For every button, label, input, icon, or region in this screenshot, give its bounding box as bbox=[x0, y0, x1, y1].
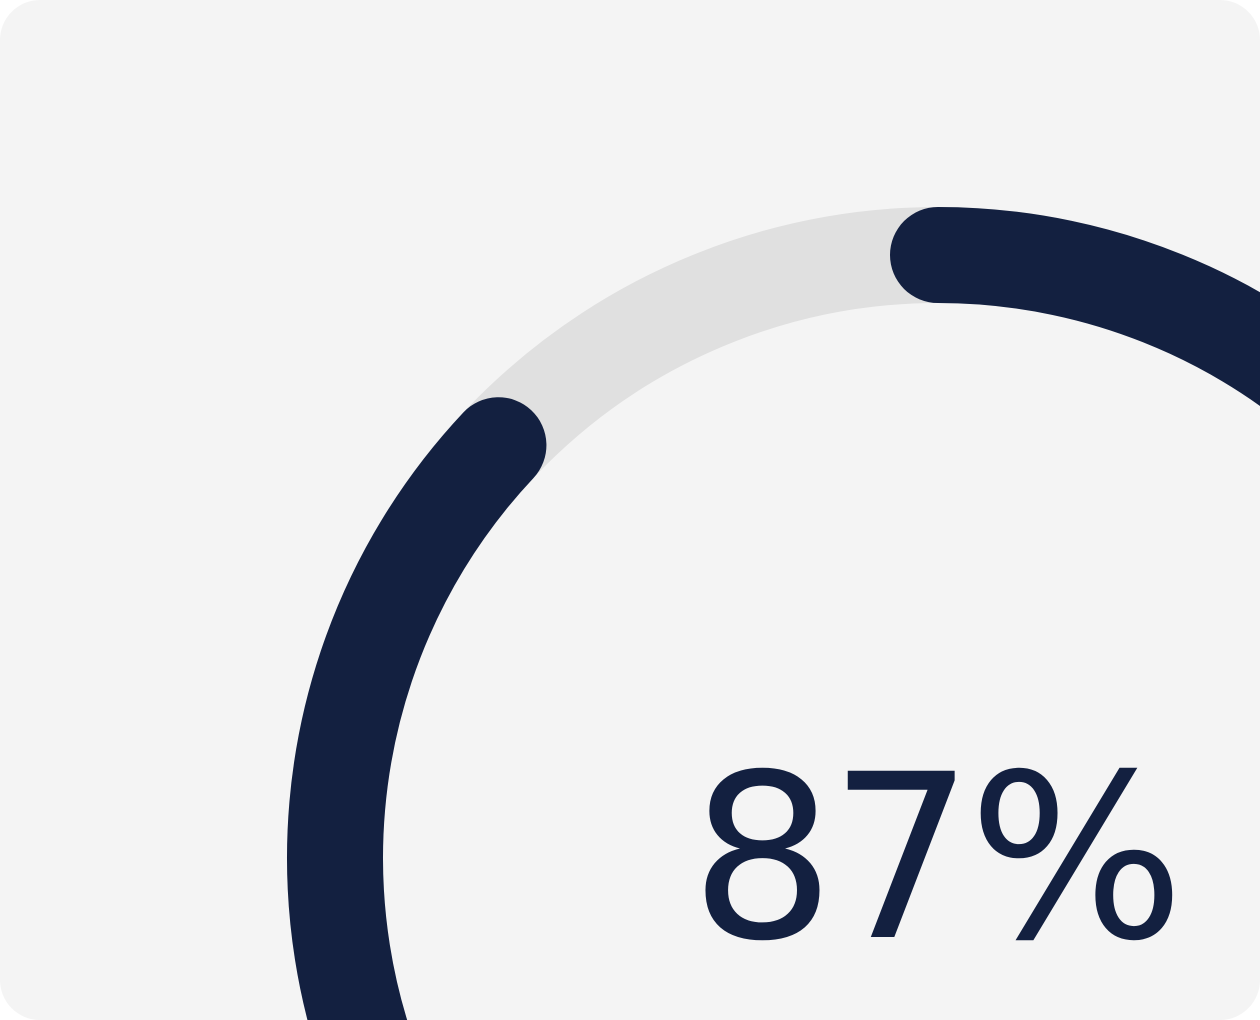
progress-percent-label: 87% bbox=[690, 725, 1185, 991]
progress-arc bbox=[287, 207, 1260, 1020]
